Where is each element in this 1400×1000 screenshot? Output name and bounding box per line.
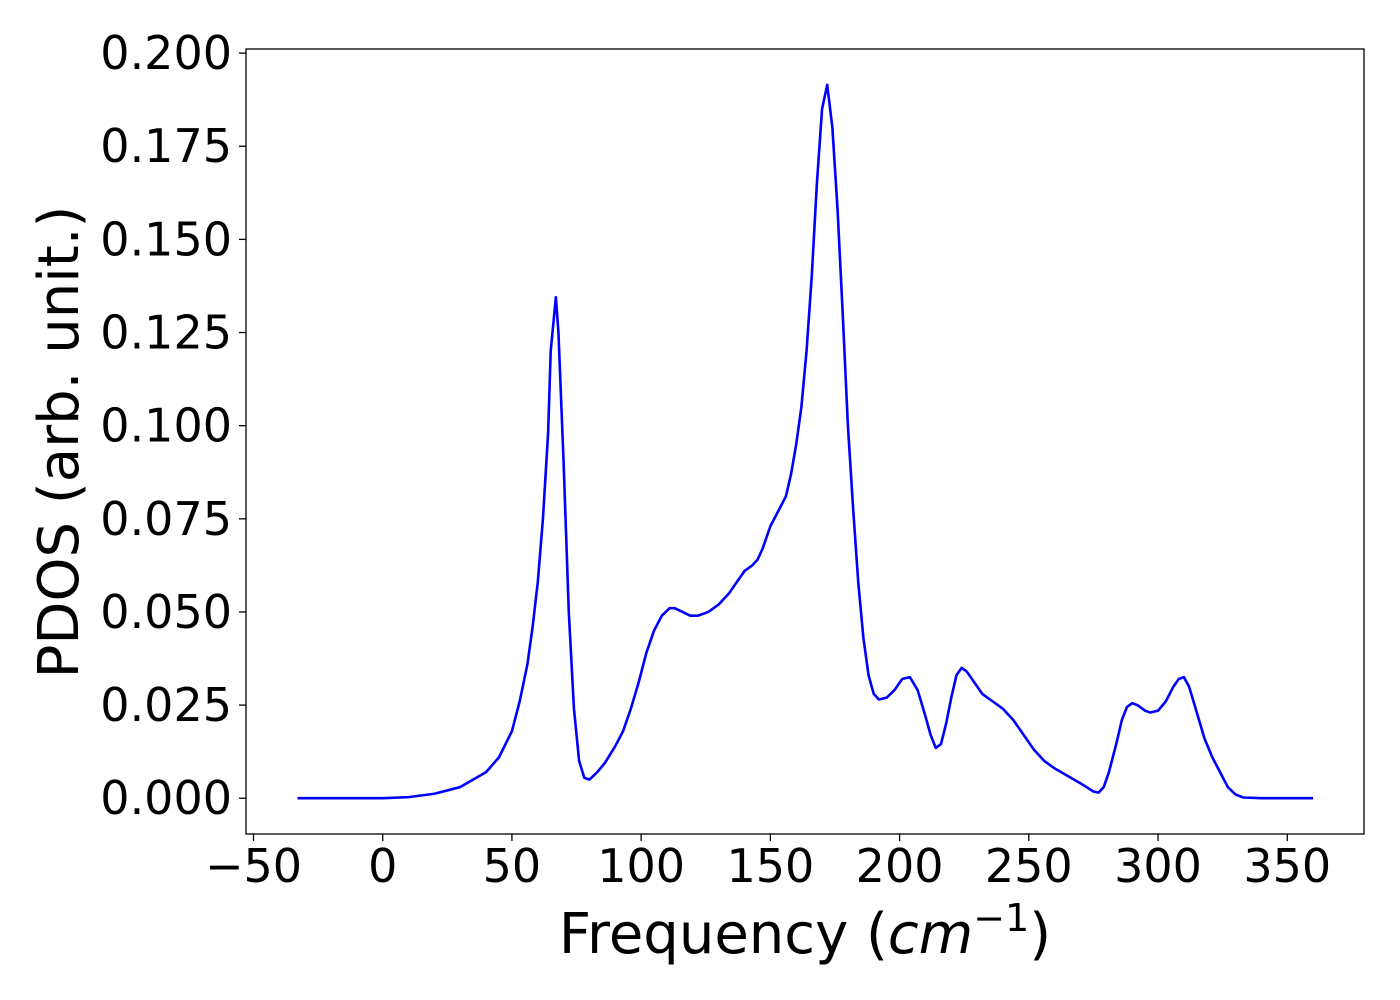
x-tick-label: 350 bbox=[1243, 839, 1331, 893]
y-tick-label: 0.000 bbox=[100, 771, 232, 825]
x-tick-label: −50 bbox=[205, 839, 302, 893]
x-tick-label: 300 bbox=[1114, 839, 1202, 893]
x-label-sup: −1 bbox=[973, 896, 1029, 940]
y-tick-label: 0.150 bbox=[100, 212, 232, 266]
x-label-close: ) bbox=[1029, 902, 1051, 967]
x-label-text: Frequency ( bbox=[559, 902, 888, 967]
x-label-math: cm bbox=[888, 902, 973, 967]
x-tick-label: 0 bbox=[368, 839, 397, 893]
x-tick-label: 150 bbox=[726, 839, 814, 893]
y-tick-label: 0.025 bbox=[100, 678, 232, 732]
y-axis-label: PDOS (arb. unit.) bbox=[27, 206, 92, 679]
y-tick-label: 0.175 bbox=[100, 119, 232, 173]
x-tick-label: 50 bbox=[483, 839, 542, 893]
x-axis-label: Frequency (cm−1) bbox=[559, 896, 1051, 967]
plot-frame bbox=[245, 48, 1365, 835]
x-tick-label: 250 bbox=[985, 839, 1073, 893]
y-tick-label: 0.100 bbox=[100, 399, 232, 453]
x-tick-label: 200 bbox=[856, 839, 944, 893]
x-tick-label: 100 bbox=[597, 839, 685, 893]
y-tick-label: 0.050 bbox=[100, 585, 232, 639]
y-tick-label: 0.200 bbox=[100, 26, 232, 80]
pdos-line bbox=[297, 83, 1314, 800]
y-tick-label: 0.075 bbox=[100, 492, 232, 546]
y-tick-label: 0.125 bbox=[100, 306, 232, 360]
